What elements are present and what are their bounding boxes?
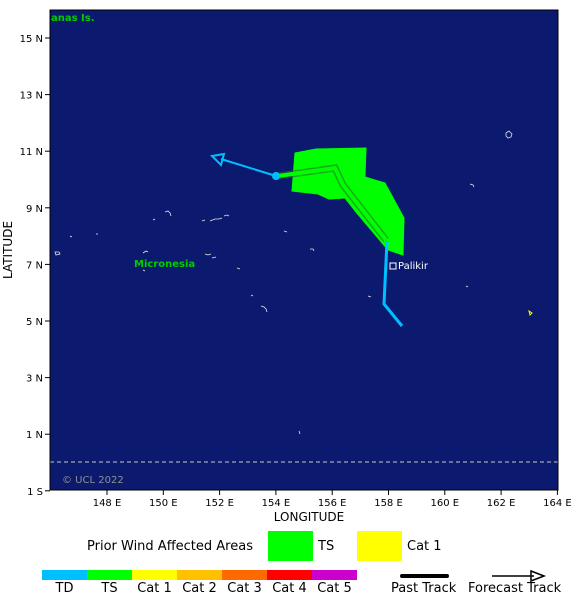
wind-swath-core — [277, 165, 388, 242]
past-track-legend-label: Past Track — [391, 581, 457, 596]
lat-tick-label: 7 N — [26, 260, 43, 271]
prior-areas-label: Prior Wind Affected Areas — [87, 539, 253, 554]
forecast-track — [220, 158, 277, 177]
lat-tick-label: 15 N — [20, 34, 43, 45]
scale-segment — [87, 570, 132, 580]
forecast-arrowhead-icon — [209, 152, 226, 167]
islands — [54, 130, 513, 435]
lat-tick-label: 1 N — [26, 430, 43, 441]
scale-label: TD — [55, 581, 74, 596]
scale-label: Cat 2 — [182, 581, 217, 596]
city-label: Palikir — [398, 261, 429, 272]
island-yellow — [528, 309, 533, 316]
lon-tick-label: 152 E — [205, 498, 234, 509]
x-axis-label: LONGITUDE — [274, 510, 344, 524]
scale-segment — [177, 570, 222, 580]
lat-tick-label: 11 N — [20, 147, 43, 158]
forecast-track-legend-label: Forecast Track — [468, 581, 562, 596]
lon-tick-label: 164 E — [543, 498, 572, 509]
scale-segment — [42, 570, 87, 580]
scale-label: Cat 1 — [137, 581, 172, 596]
ts-legend-label: TS — [317, 539, 334, 554]
lon-tick-label: 148 E — [93, 498, 122, 509]
scale-label: Cat 4 — [272, 581, 307, 596]
scale-segment — [222, 570, 267, 580]
map-frame — [49, 9, 559, 491]
cat1-swatch — [357, 531, 402, 561]
lon-tick-label: 154 E — [262, 498, 291, 509]
ts-swatch — [268, 531, 313, 561]
corner-label: anas Is. — [51, 13, 95, 24]
scale-label: Cat 5 — [317, 581, 352, 596]
latitude-axis: 15 N 13 N 11 N 9 N 7 N 5 N 3 N 1 N 1 S — [20, 34, 50, 498]
scale-segment — [312, 570, 357, 580]
longitude-axis: 148 E 150 E 152 E 154 E 156 E 158 E 160 E 162 E… — [93, 490, 572, 509]
forecast-track-legend-arrow-icon — [530, 569, 547, 583]
lat-tick-label: 3 N — [26, 374, 43, 385]
lat-tick-label: 13 N — [20, 91, 43, 102]
intensity-scale: TD TS Cat 1 Cat 2 Cat 3 Cat 4 Cat 5 — [42, 570, 357, 596]
lon-tick-label: 160 E — [431, 498, 460, 509]
lat-tick-label: 5 N — [26, 317, 43, 328]
cat1-legend-label: Cat 1 — [407, 539, 442, 554]
region-label: Micronesia — [134, 259, 195, 270]
scale-segment — [267, 570, 312, 580]
scale-segment — [132, 570, 177, 580]
scale-label: Cat 3 — [227, 581, 262, 596]
city-marker-icon — [389, 262, 397, 270]
lat-tick-label: 9 N — [26, 204, 43, 215]
past-track — [382, 240, 404, 327]
lon-tick-label: 162 E — [487, 498, 516, 509]
lat-tick-label: 1 S — [27, 487, 43, 498]
lon-tick-label: 158 E — [374, 498, 403, 509]
map-ocean — [50, 10, 558, 490]
lon-tick-label: 150 E — [149, 498, 178, 509]
lon-tick-label: 156 E — [318, 498, 347, 509]
y-axis-label: LATITUDE — [1, 221, 15, 279]
copyright-text: © UCL 2022 — [62, 475, 124, 486]
scale-label: TS — [100, 581, 117, 596]
current-position-marker — [272, 172, 280, 180]
